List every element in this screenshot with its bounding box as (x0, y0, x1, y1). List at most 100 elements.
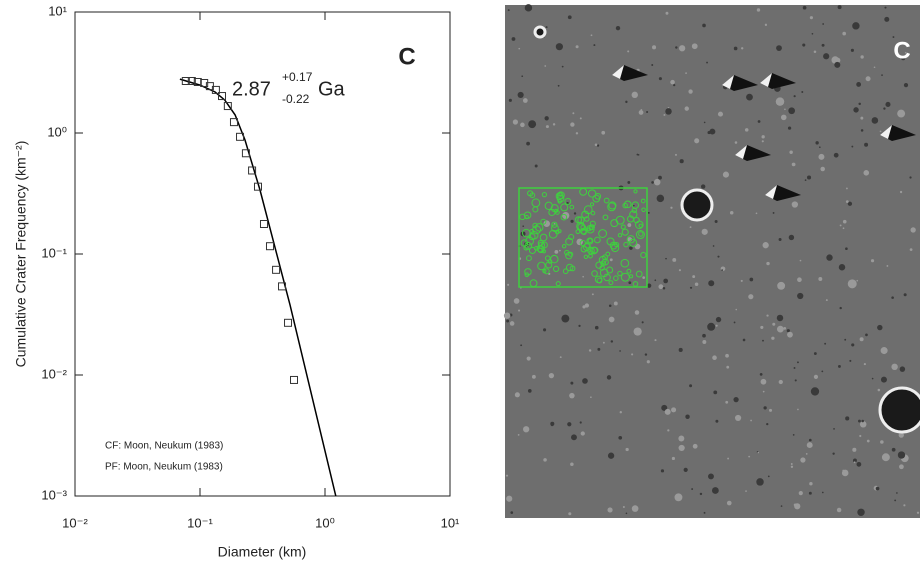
crater (607, 507, 613, 513)
counted-crater (524, 268, 532, 276)
crater (851, 343, 855, 347)
crater (880, 376, 887, 383)
crater (582, 275, 584, 278)
crater (591, 293, 594, 296)
crater (793, 367, 796, 369)
crater (528, 120, 537, 129)
crater (852, 447, 857, 452)
counted-crater (544, 255, 551, 261)
counted-crater (581, 210, 590, 219)
counted-crater (607, 202, 617, 212)
counted-crater (591, 270, 598, 277)
crater (671, 456, 675, 461)
crater (608, 316, 615, 323)
crater (775, 97, 785, 106)
crater (787, 331, 793, 338)
crater (545, 125, 549, 129)
crater (652, 45, 657, 50)
crater (744, 128, 749, 132)
data-point (253, 182, 262, 191)
crater (742, 338, 746, 342)
crater (571, 434, 577, 441)
y-tick-label: 10⁻³ (41, 487, 67, 502)
crater (699, 492, 703, 496)
crater (776, 325, 784, 333)
crater (856, 461, 862, 467)
crater (527, 389, 532, 393)
crater (786, 329, 790, 333)
crater (717, 255, 720, 258)
crater (596, 144, 600, 147)
crater (637, 154, 640, 156)
crater (570, 219, 574, 223)
crater (627, 181, 631, 184)
crater (506, 319, 510, 323)
age-unit: Ga (318, 78, 346, 100)
crater (712, 245, 715, 247)
data-point (272, 265, 281, 274)
image-panel-label: C (893, 37, 910, 64)
counted-crater (640, 251, 647, 259)
counted-crater (638, 231, 644, 237)
crater (878, 386, 920, 434)
crater (680, 188, 714, 222)
crater (794, 379, 797, 382)
crater (548, 372, 555, 379)
counted-crater (537, 241, 546, 249)
crater (692, 443, 698, 449)
crater (715, 419, 719, 423)
crater (797, 408, 799, 411)
crater (689, 286, 693, 289)
crater (835, 57, 841, 63)
counted-crater (626, 268, 632, 274)
crater (733, 397, 739, 403)
crater (767, 475, 770, 478)
crater (813, 374, 819, 380)
counted-crater (535, 223, 544, 232)
crater (615, 25, 621, 31)
crater (811, 32, 814, 35)
crater (815, 141, 819, 145)
crater (818, 277, 823, 281)
crater (863, 362, 866, 366)
crater (881, 453, 890, 462)
crater (901, 56, 906, 61)
counted-crater (531, 198, 541, 208)
crater (804, 179, 807, 181)
crater (613, 301, 618, 306)
crater (654, 279, 657, 282)
crater (790, 463, 793, 465)
count-area (518, 187, 648, 288)
crater (793, 503, 797, 507)
crater (726, 500, 732, 506)
crater (783, 327, 787, 330)
crater (625, 447, 629, 452)
crater (778, 238, 782, 242)
data-point (211, 85, 220, 94)
crater (510, 511, 514, 514)
crater (821, 43, 825, 47)
crater (904, 51, 907, 54)
crater (631, 353, 634, 356)
counted-crater (526, 255, 532, 262)
crater (851, 145, 854, 148)
crater (797, 277, 802, 283)
counted-crater (638, 223, 643, 228)
crater (570, 122, 575, 127)
counted-crater (620, 258, 630, 268)
counted-crater (617, 270, 623, 277)
crater (762, 390, 765, 393)
crater (720, 266, 726, 272)
hill (760, 73, 772, 87)
data-point (181, 76, 190, 85)
crater (809, 481, 813, 486)
crater (853, 107, 859, 113)
crater (512, 119, 519, 125)
crater (833, 428, 835, 430)
crater (694, 282, 699, 287)
crater (845, 247, 848, 251)
crater (708, 473, 714, 480)
crater (863, 170, 870, 176)
crater (762, 242, 769, 249)
crater (631, 91, 638, 99)
